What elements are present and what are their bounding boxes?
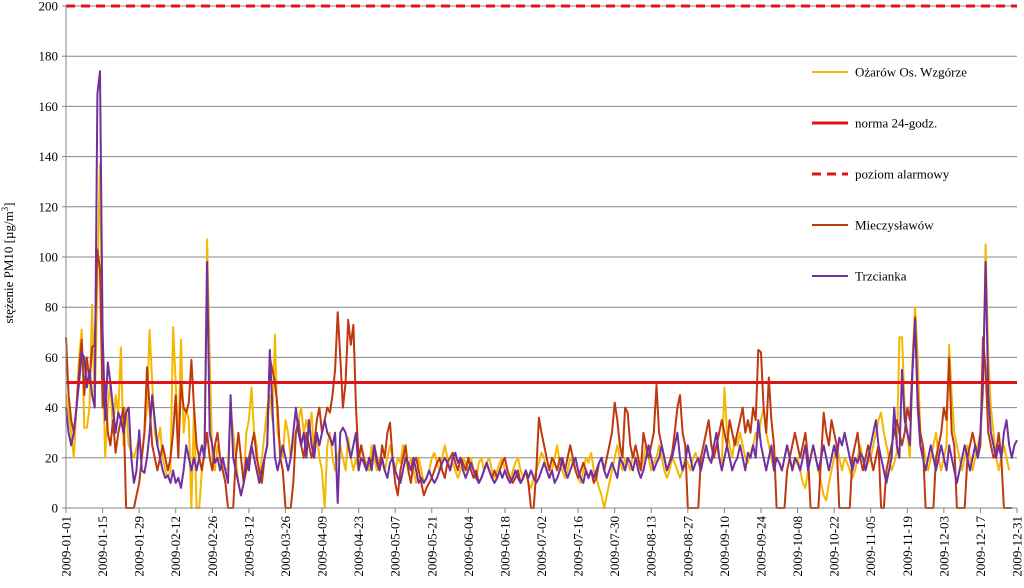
x-tick-label: 2009-02-12 [168, 516, 183, 577]
x-tick-label: 2009-06-18 [497, 516, 512, 577]
x-tick-label: 2009-05-07 [388, 516, 403, 577]
y-axis-ticks: 0 20 40 60 80 100 120 140 160 180 200 [39, 0, 66, 516]
x-tick-label: 2009-10-08 [790, 516, 805, 577]
y-tick-label: 80 [45, 300, 58, 315]
y-axis-label: stężenie PM10 [µg/m3] [0, 202, 16, 323]
grid-lines [66, 5, 1017, 459]
x-tick-label: 2009-04-23 [351, 516, 366, 577]
x-tick-label: 2009-05-21 [424, 516, 439, 577]
x-tick-label: 2009-11-19 [900, 516, 915, 576]
x-tick-label: 2009-01-15 [95, 516, 110, 577]
x-tick-label: 2009-06-04 [461, 516, 476, 577]
legend: Ożarów Os. Wzgórze norma 24-godz. poziom a… [812, 65, 967, 284]
x-tick-label: 2009-09-24 [753, 516, 768, 577]
x-tick-label: 2009-03-12 [241, 516, 256, 577]
x-tick-label: 2009-11-05 [863, 516, 878, 576]
y-tick-label: 40 [45, 400, 58, 415]
legend-label: norma 24-godz. [855, 116, 937, 131]
x-tick-label: 2009-07-16 [571, 516, 586, 577]
x-tick-label: 2009-10-22 [827, 516, 842, 577]
x-tick-label: 2009-04-09 [315, 516, 330, 577]
reference-lines [66, 4, 1017, 384]
y-tick-label: 160 [39, 99, 59, 114]
y-tick-label: 20 [45, 450, 58, 465]
y-tick-label: 60 [45, 350, 58, 365]
x-tick-label: 2009-12-31 [1010, 516, 1024, 577]
x-tick-label: 2009-08-13 [644, 516, 659, 577]
x-tick-label: 2009-02-26 [205, 516, 220, 577]
x-tick-label: 2009-07-02 [534, 516, 549, 577]
series-lines [65, 70, 1018, 509]
x-tick-label: 2009-12-03 [936, 516, 951, 577]
legend-label: poziom alarmowy [855, 167, 950, 182]
y-tick-label: 0 [52, 501, 59, 516]
series-line-mieczys-aw-w [65, 248, 1012, 509]
x-tick-label: 2009-12-17 [973, 516, 988, 577]
x-tick-label: 2009-01-01 [59, 516, 74, 577]
y-tick-label: 100 [39, 250, 59, 265]
y-tick-label: 120 [39, 199, 59, 214]
x-axis-ticks: 2009-01-01 2009-01-15 2009-01-29 2009-02-12… [59, 508, 1024, 577]
x-tick-label: 2009-07-30 [607, 516, 622, 577]
axes [65, 6, 1017, 509]
y-tick-label: 140 [39, 149, 59, 164]
y-tick-label: 200 [39, 0, 59, 14]
series-line-o-ar-w-os-wzg-rze [65, 163, 1011, 509]
legend-label: Mieczysławów [855, 218, 934, 233]
x-tick-label: 2009-01-29 [132, 516, 147, 577]
y-tick-label: 180 [39, 49, 59, 64]
x-tick-label: 2009-08-27 [680, 516, 695, 577]
series-line-trzcianka [65, 70, 1018, 504]
x-tick-label: 2009-09-10 [717, 516, 732, 577]
x-tick-label: 2009-03-26 [278, 516, 293, 577]
legend-label: Trzcianka [855, 269, 907, 284]
legend-label: Ożarów Os. Wzgórze [855, 65, 967, 80]
